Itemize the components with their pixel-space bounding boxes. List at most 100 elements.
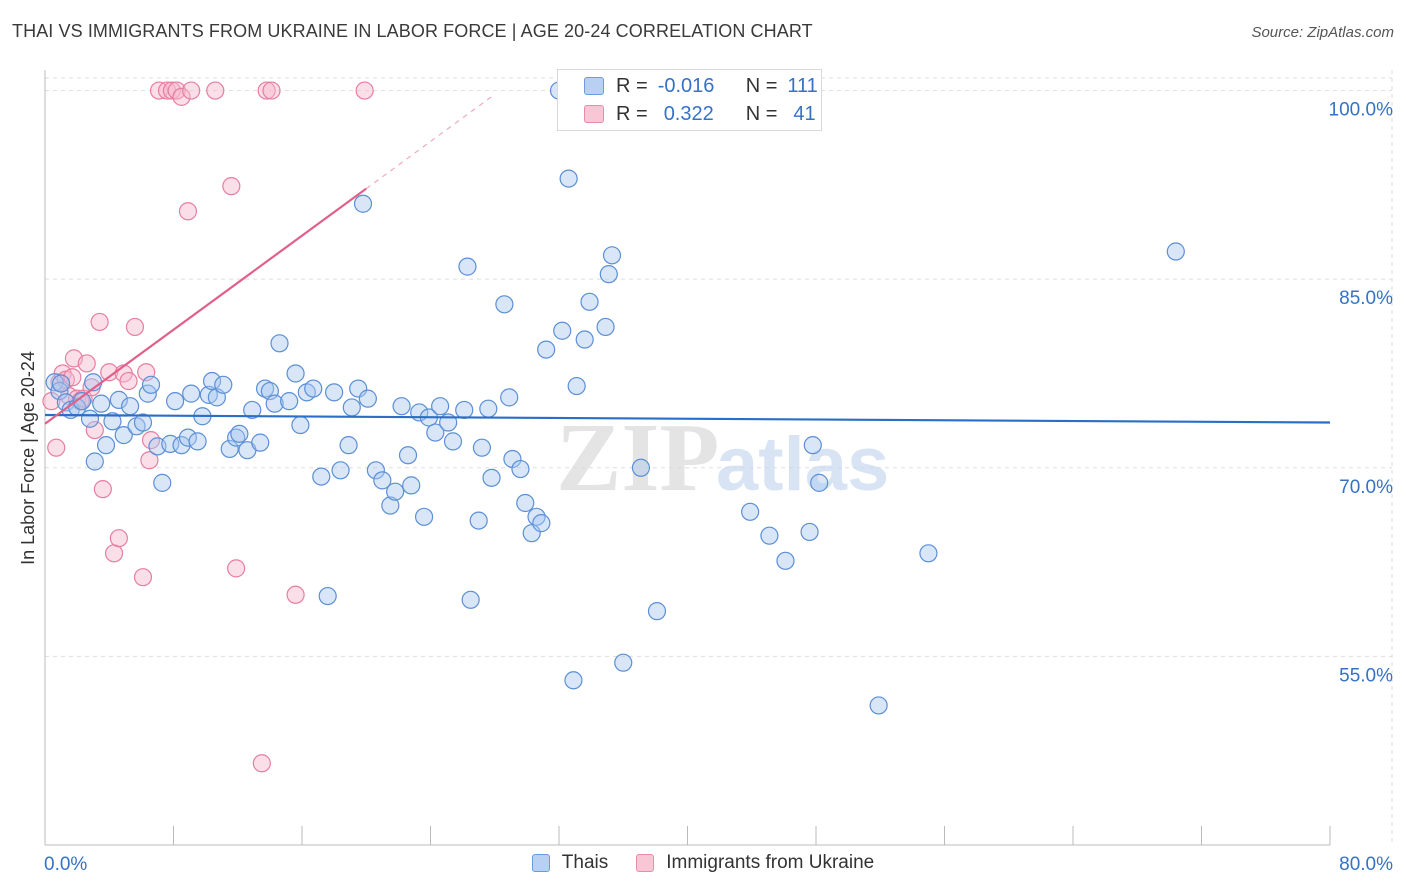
- point-thai: [516, 493, 535, 513]
- point-thai: [265, 394, 284, 413]
- point-thai: [251, 433, 270, 452]
- point-thai: [96, 436, 116, 455]
- point-thai: [614, 653, 633, 672]
- point-ukraine: [222, 177, 241, 196]
- point-thai: [398, 446, 418, 465]
- point-ukraine: [125, 317, 145, 337]
- point-thai: [386, 482, 405, 501]
- point-ukraine: [162, 81, 181, 100]
- point-thai: [443, 432, 463, 451]
- trend-line-ukraine: [44, 187, 367, 425]
- point-ukraine: [355, 81, 374, 100]
- point-thai: [312, 467, 331, 486]
- point-thai: [202, 371, 222, 391]
- point-thai: [141, 375, 161, 394]
- series-thai-points: [45, 81, 1185, 715]
- point-ukraine: [47, 438, 66, 457]
- point-thai: [553, 321, 572, 340]
- point-thai: [121, 397, 140, 416]
- point-ukraine: [104, 544, 124, 563]
- point-thai: [469, 511, 488, 530]
- point-thai: [402, 476, 421, 495]
- label-layer: 100.0% 85.0% 70.0% 55.0% 0.0% 80.0% In Labor F…: [18, 100, 1393, 875]
- y-tick-label: 85.0%: [1339, 288, 1393, 309]
- point-thai: [803, 436, 822, 455]
- x-tick-label: 80.0%: [1339, 854, 1393, 875]
- point-thai: [85, 452, 104, 471]
- y-tick-label: 100.0%: [1329, 100, 1394, 121]
- legend-row-thai: R = -0.016 N = 111: [558, 72, 818, 100]
- point-ukraine: [178, 202, 198, 221]
- point-thai: [353, 194, 373, 213]
- point-thai: [188, 432, 207, 451]
- point-thai: [500, 388, 519, 407]
- point-thai: [532, 514, 551, 533]
- point-thai: [596, 317, 615, 337]
- point-thai: [381, 496, 400, 515]
- point-thai: [461, 590, 480, 609]
- point-thai: [325, 383, 344, 402]
- point-thai: [280, 392, 299, 411]
- point-thai: [358, 389, 377, 408]
- point-thai: [318, 586, 337, 606]
- axis-layer: [44, 70, 1331, 846]
- point-thai: [103, 412, 122, 431]
- point-thai: [537, 340, 556, 359]
- series-legend-thai[interactable]: Thais: [531, 852, 609, 874]
- point-thai: [511, 459, 530, 479]
- point-thai: [495, 295, 514, 314]
- point-thai: [214, 375, 233, 394]
- point-thai: [426, 423, 445, 442]
- point-thai: [869, 696, 888, 715]
- series-legend: Thais Immigrants from Ukraine: [0, 852, 1406, 874]
- point-thai: [243, 400, 262, 420]
- y-tick-label: 55.0%: [1339, 665, 1393, 686]
- point-thai: [153, 473, 172, 492]
- point-ukraine: [227, 559, 246, 578]
- point-thai: [760, 526, 779, 545]
- legend-r-value-ukraine: 0.322: [663, 102, 714, 125]
- point-thai: [455, 400, 474, 420]
- point-thai: [291, 415, 310, 435]
- point-thai: [230, 424, 249, 443]
- legend-r-label: R =: [616, 74, 648, 97]
- point-ukraine: [90, 312, 109, 332]
- point-ukraine: [182, 81, 201, 100]
- point-thai: [220, 439, 239, 459]
- series-label-ukraine: Immigrants from Ukraine: [666, 852, 875, 873]
- series-swatch-ukraine: [636, 854, 655, 872]
- point-ukraine: [286, 585, 305, 604]
- point-ukraine: [119, 371, 138, 391]
- source-label: Source: ZipAtlas.com: [1251, 24, 1394, 41]
- point-thai: [472, 438, 491, 457]
- point-thai: [479, 399, 498, 418]
- point-thai: [458, 257, 477, 276]
- point-thai: [178, 428, 198, 447]
- point-thai: [431, 397, 450, 416]
- point-thai: [776, 551, 795, 570]
- series-legend-ukraine[interactable]: Immigrants from Ukraine: [636, 852, 874, 874]
- point-thai: [166, 392, 185, 411]
- series-ukraine-points: [42, 81, 374, 773]
- point-thai: [580, 292, 599, 311]
- trend-line-ukraine-extension: [365, 93, 496, 190]
- point-ukraine: [63, 368, 82, 387]
- point-thai: [482, 468, 501, 487]
- point-thai: [92, 394, 111, 413]
- point-thai: [1166, 242, 1185, 261]
- point-thai: [133, 413, 153, 432]
- y-tick-label: 70.0%: [1339, 477, 1393, 498]
- series-label-thai: Thais: [561, 852, 609, 873]
- point-thai: [72, 392, 92, 411]
- point-thai: [255, 379, 275, 398]
- point-thai: [366, 461, 385, 480]
- legend-n-value-ukraine: 41: [793, 102, 816, 125]
- point-ukraine: [100, 363, 119, 382]
- legend-row-ukraine: R = 0.322 N = 41: [558, 100, 816, 128]
- point-ukraine: [257, 81, 276, 100]
- point-thai: [919, 544, 938, 563]
- point-ukraine: [85, 420, 104, 440]
- point-thai: [599, 265, 618, 284]
- legend-r-value-thai: -0.016: [657, 74, 715, 97]
- legend-n-label: N =: [745, 74, 778, 97]
